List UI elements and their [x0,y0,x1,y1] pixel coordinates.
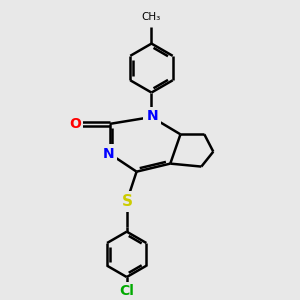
Text: Cl: Cl [119,284,134,298]
Text: N: N [146,110,158,123]
Text: S: S [122,194,133,209]
Text: CH₃: CH₃ [142,12,161,22]
Text: O: O [69,117,81,131]
Text: N: N [102,147,114,161]
